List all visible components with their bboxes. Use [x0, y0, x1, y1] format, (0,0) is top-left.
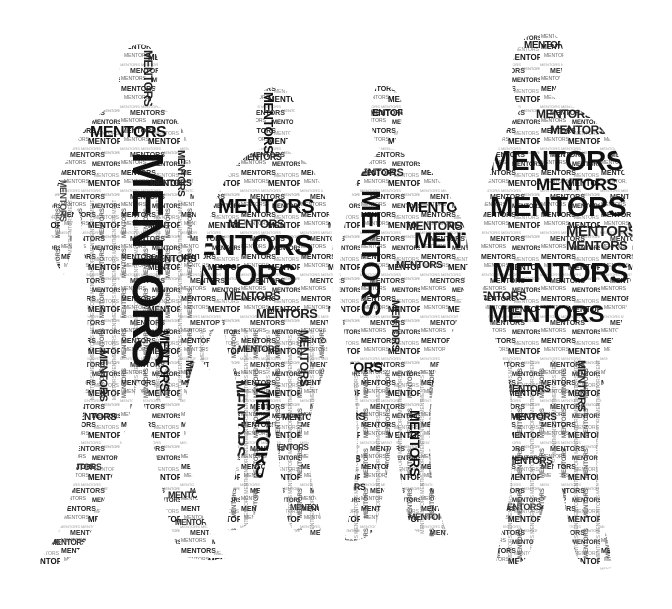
figure-2-word: MENTORS	[256, 306, 318, 321]
figure-4-word: MENTORS	[566, 238, 628, 253]
figure-1-word-vertical: MENTORS	[175, 150, 186, 197]
figure-3-word-vertical: MENTORS	[389, 300, 401, 351]
figure-2-word-large: MENTORS	[172, 230, 313, 262]
figure-1-word: MENTORS	[175, 518, 213, 527]
figure-1-word: MENTORS	[50, 538, 88, 547]
figure-4-word-large: MENTORS	[492, 257, 628, 288]
figure-3-word: MENTORS	[406, 219, 463, 233]
figure-2-word: MENTORS	[240, 152, 282, 162]
figure-1-word-vertical: MENTORS	[97, 350, 109, 401]
figure-4-word-large: MENTORS	[488, 301, 605, 328]
figure-4-word: MENTORS	[566, 223, 638, 240]
figure-2-word: MENTORS	[272, 443, 310, 452]
figure-2-word: MENTORS	[224, 289, 281, 303]
figure-2-word: MENTORS	[238, 344, 280, 354]
figure-2-word-vertical: MENTORS	[297, 330, 311, 387]
figure-3-word: MENTORS	[396, 260, 443, 271]
figure-3-word-large-vertical: MENTORS	[356, 190, 386, 316]
figure-4-word: MENTORS	[536, 175, 617, 194]
figure-1-word-vertical: MENTORS	[58, 180, 68, 222]
figure-3-word: MENTORS	[406, 199, 478, 216]
figure-1-word: MENTORS	[150, 254, 197, 265]
figure-4-word: MENTORS	[500, 502, 542, 512]
figure-3-word-vertical: MENTORS	[407, 410, 423, 476]
figure-2-word: MENTORS	[282, 412, 324, 422]
figure-1-word-vertical: MENTORS	[141, 50, 155, 107]
figure-4-word: MENTORS	[510, 412, 557, 423]
figure-1-word-large-vertical: MENTORS	[123, 152, 172, 368]
figure-4-word: MENTORS	[506, 456, 553, 467]
figure-2-word: MENTORS	[218, 196, 314, 218]
figure-1-word: MENTORS	[60, 462, 102, 472]
figure-1-word: MENTORS	[70, 412, 117, 423]
figure-2-word-vertical: MENTORS	[261, 92, 276, 154]
figure-3-word: MENTORS	[364, 108, 411, 119]
figure-3-word: MENTORS	[408, 512, 450, 522]
figure-1-word: MENTORS	[150, 178, 192, 188]
figure-4-word-large: MENTORS	[490, 191, 626, 222]
figure-4-word-large: MENTORS	[488, 145, 624, 176]
figure-1-word: MENTORS	[168, 490, 210, 500]
figure-3-word: MENTORS	[352, 167, 403, 179]
figure-3-word: MENTORS	[414, 228, 520, 253]
figure-4-word: MENTORS	[524, 40, 571, 51]
figure-1-word-vertical: MENTORS	[157, 330, 172, 392]
figure-1-word: MENTORS	[90, 124, 167, 141]
figure-4-word: MENTORS	[504, 384, 551, 395]
figure-2-word: MENTORS	[290, 503, 328, 512]
figure-4-word: MENTORS	[536, 107, 593, 121]
figure-2-word-large: MENTORS	[155, 260, 296, 292]
figure-4-word-vertical: MENTORS	[575, 360, 587, 411]
figure-4-word: MENTORS	[470, 289, 527, 303]
figure-2-word: MENTORS	[228, 217, 285, 231]
figure-4-word: MENTORS	[550, 123, 607, 137]
